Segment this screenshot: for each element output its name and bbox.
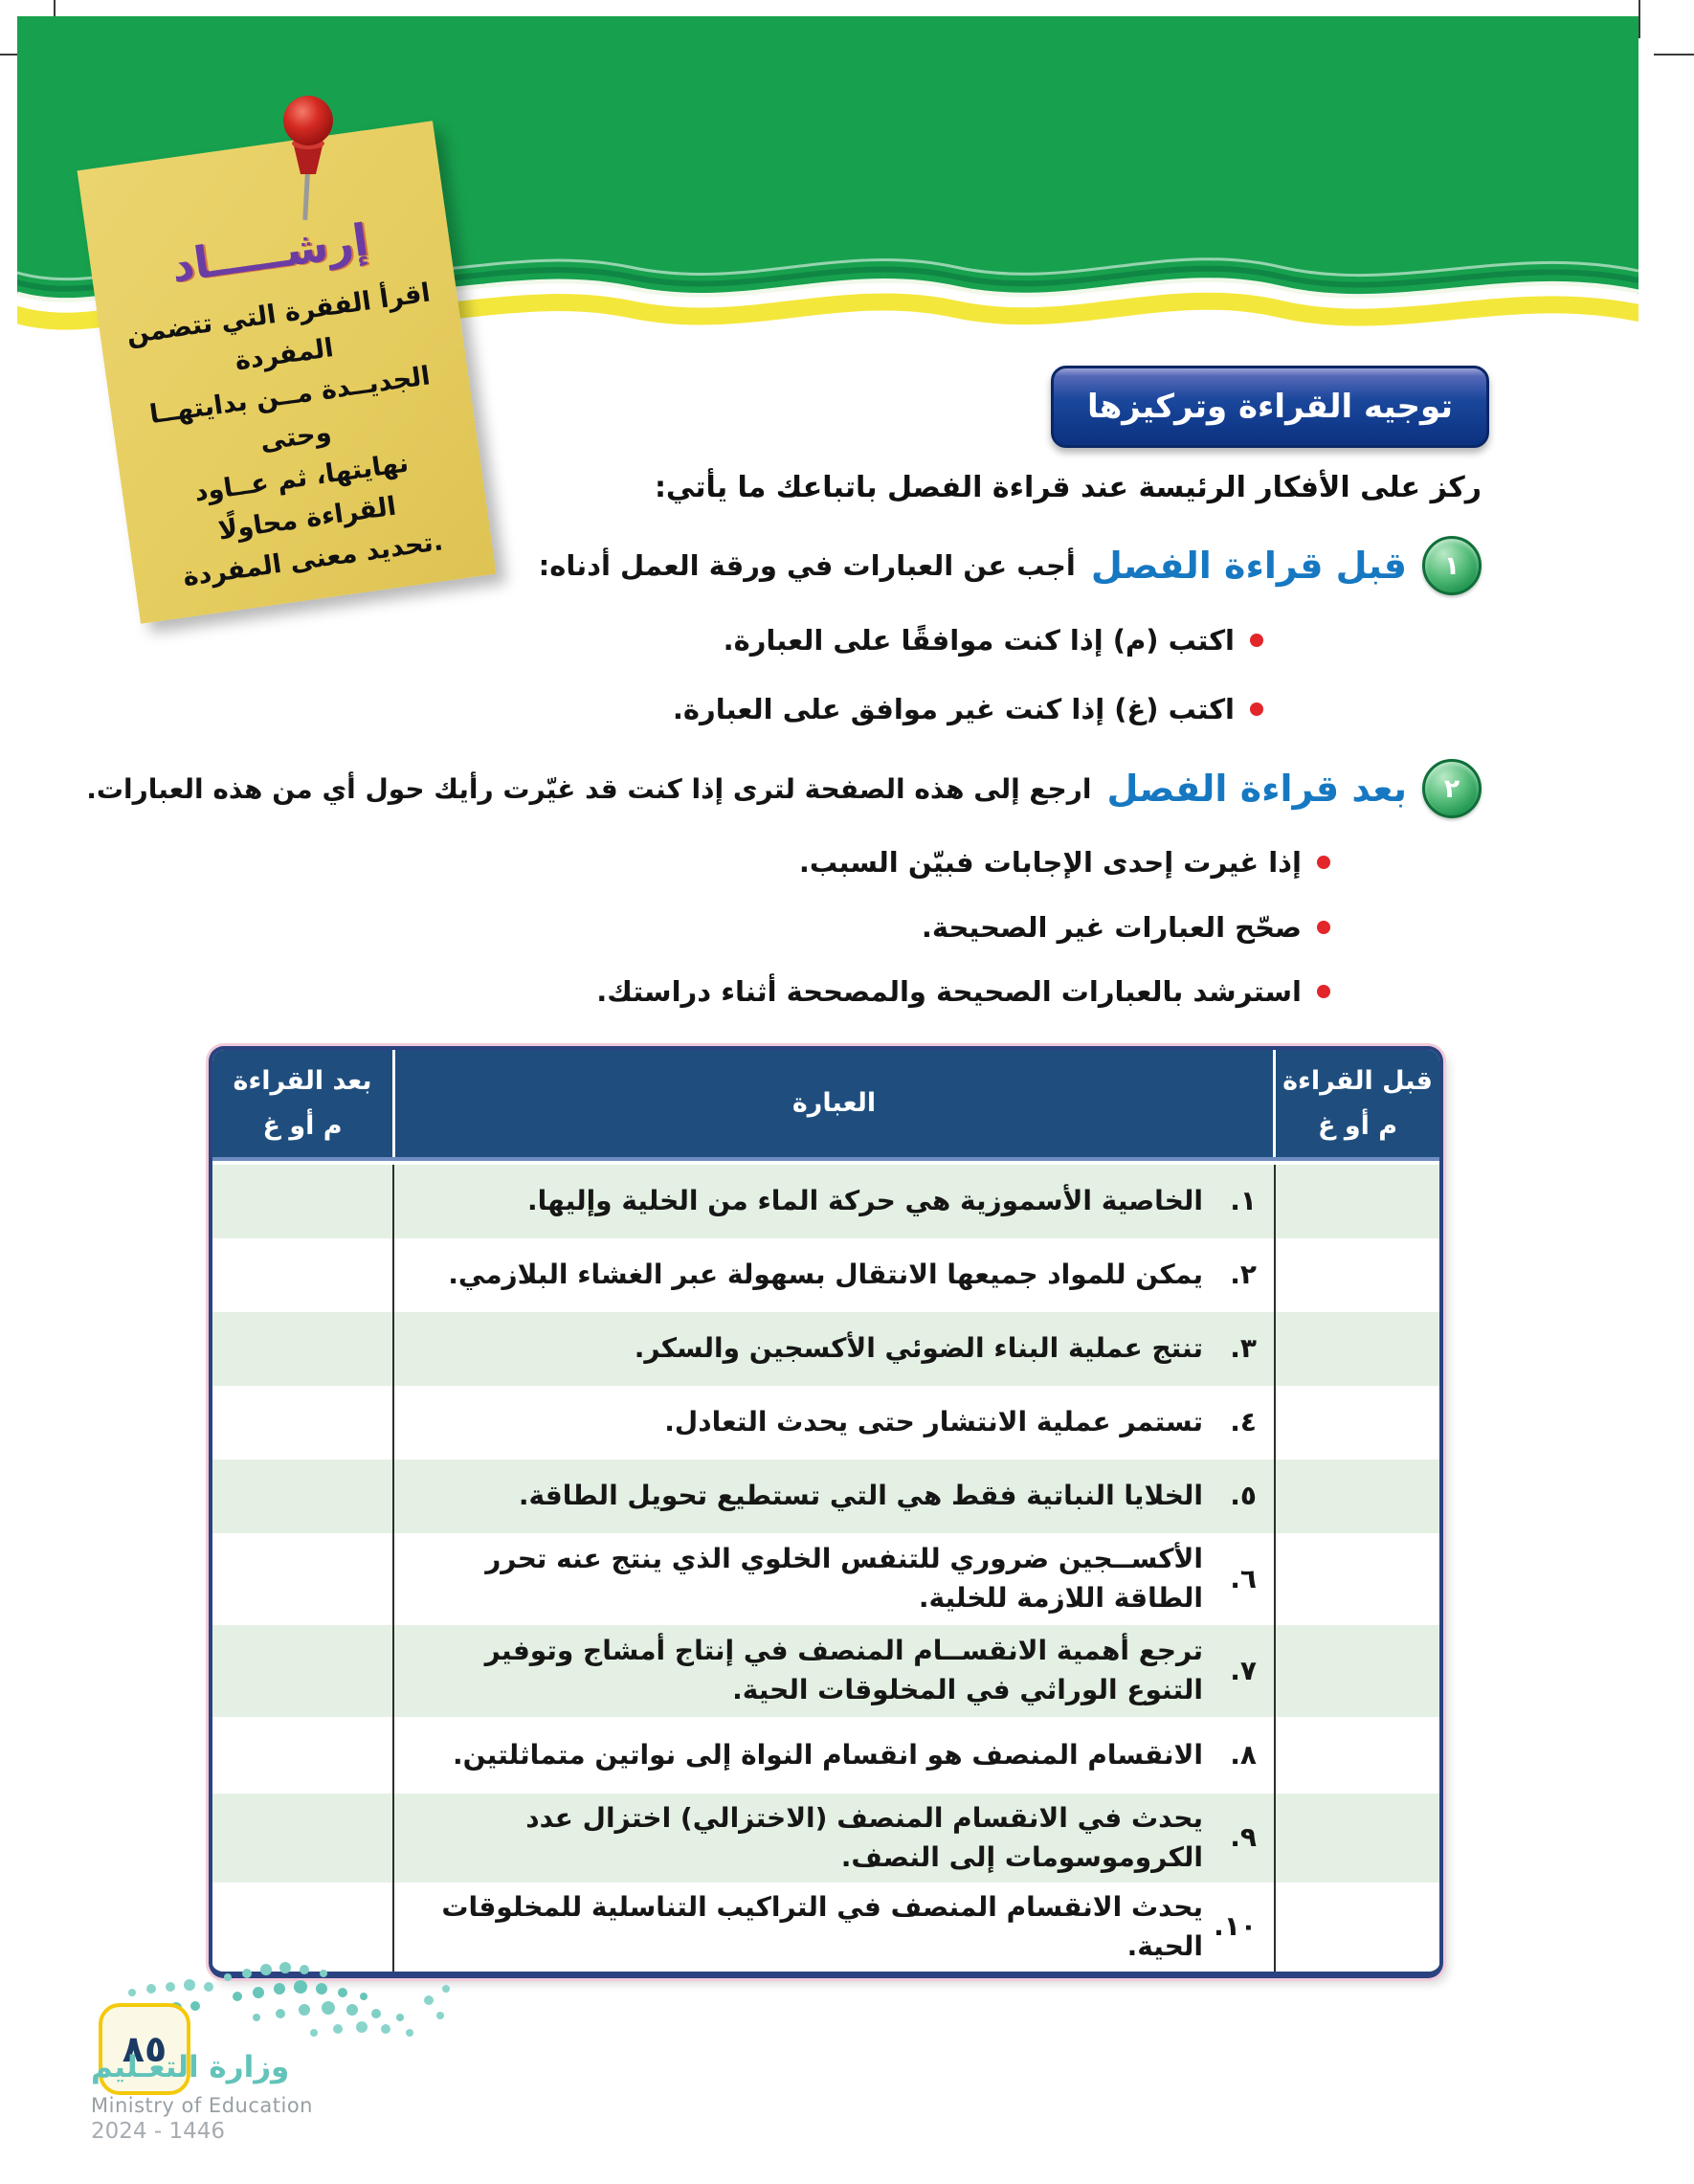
statement-text: ترجع أهمية الانقســام المنصف في إنتاج أم… [484,1635,1203,1705]
statement-text: الخلايا النباتية فقط هي التي تستطيع تحوي… [518,1480,1203,1512]
page-number: ٨٥ [122,2028,167,2070]
after-answer-cell[interactable] [212,1625,392,1717]
ministry-years: 2024 - 1446 [91,2119,225,2144]
step-number-badge: ١ [1422,536,1482,595]
statement-number: ٩. [1230,1821,1257,1854]
before-answer-cell[interactable] [1276,1460,1439,1533]
statement-number: ٥. [1230,1480,1257,1512]
crop-mark-top-right-h [1654,54,1694,56]
column-header-after-reading: بعد القراءة م أو غ [212,1050,392,1157]
statements-table: قبل القراءة م أو غ العبارة بعد القراءة م… [209,1046,1443,1979]
table-body: ١. الخاصية الأسموزية هي حركة الماء من الخ… [212,1161,1439,1972]
statement-number: ١٠. [1214,1910,1257,1943]
after-answer-cell[interactable] [212,1386,392,1460]
statement-text: يحدث في الانقسام المنصف (الاختزالي) اختز… [525,1802,1203,1873]
before-answer-cell[interactable] [1276,1386,1439,1460]
statement-number: ٦. [1230,1562,1257,1594]
table-header-row: قبل القراءة م أو غ العبارة بعد القراءة م… [212,1050,1439,1161]
table-row: ٥. الخلايا النباتية فقط هي التي تستطيع تح… [212,1460,1439,1533]
after-answer-cell[interactable] [212,1460,392,1533]
section-title: قبل قراءة الفصل [1090,545,1407,587]
ministry-wordmark-arabic: وزارة التعـليم [91,2050,290,2084]
section-lead: أجب عن العبارات في ورقة العمل أدناه: [538,549,1076,582]
statement-number: ٢. [1230,1259,1257,1291]
list-item: اكتب (غ) إذا كنت غير موافق على العبارة. [673,693,1263,725]
pushpin-icon [283,96,333,221]
bullet-icon [1250,634,1263,647]
after-answer-cell[interactable] [212,1717,392,1794]
after-answer-cell[interactable] [212,1165,392,1238]
before-answer-cell[interactable] [1276,1794,1439,1883]
before-answer-cell[interactable] [1276,1238,1439,1312]
section-badge-label: توجيه القراءة وتركيزها [1086,388,1454,426]
before-answer-cell[interactable] [1276,1165,1439,1238]
before-answer-cell[interactable] [1276,1717,1439,1794]
bullet-icon [1317,985,1330,998]
bullet-text: استرشد بالعبارات الصحيحة والمصححة أثناء … [596,975,1302,1008]
statement-number: ٧. [1230,1654,1257,1686]
statement-number: ٣. [1230,1332,1257,1365]
ministry-wordmark-english: Ministry of Education [91,2094,313,2117]
bullet-icon [1317,856,1330,869]
column-header-line: العبارة [791,1088,877,1119]
after-answer-cell[interactable] [212,1794,392,1883]
statement-text: الأكســجين ضروري للتنفس الخلوي الذي ينتج… [485,1543,1203,1614]
before-answer-cell[interactable] [1276,1883,1439,1972]
table-row: ١٠. يحدث الانقسام المنصف في التراكيب التن… [212,1883,1439,1972]
bullet-text: إذا غيرت إحدى الإجابات فبيّن السبب. [798,846,1302,879]
table-row: ٤. تستمر عملية الانتشار حتى يحدث التعادل. [212,1386,1439,1460]
list-item: صحّح العبارات غير الصحيحة. [922,911,1330,944]
statement-text: تستمر عملية الانتشار حتى يحدث التعادل. [664,1406,1203,1438]
before-answer-cell[interactable] [1276,1312,1439,1386]
statement-text: تنتج عملية البناء الضوئي الأكسجين والسكر… [634,1332,1203,1365]
before-answer-cell[interactable] [1276,1533,1439,1625]
table-row: ١. الخاصية الأسموزية هي حركة الماء من الخ… [212,1165,1439,1238]
after-answer-cell[interactable] [212,1312,392,1386]
list-item: إذا غيرت إحدى الإجابات فبيّن السبب. [799,846,1330,879]
column-header-before-reading: قبل القراءة م أو غ [1276,1050,1439,1157]
table-row: ٩. يحدث في الانقسام المنصف (الاختزالي) اخ… [212,1794,1439,1883]
statement-number: ٤. [1230,1406,1257,1438]
step-number-badge: ٢ [1422,759,1482,818]
sticky-note-text: اقرأ الفقرة التي تتضمن المفردة الجديــدة… [98,269,493,606]
list-item: اكتب (م) إذا كنت موافقًا على العبارة. [724,624,1263,657]
before-answer-cell[interactable] [1276,1625,1439,1717]
bullet-text: اكتب (غ) إذا كنت غير موافق على العبارة. [672,693,1235,725]
column-header-line: بعد القراءة [233,1065,372,1096]
table-row: ٣. تنتج عملية البناء الضوئي الأكسجين والس… [212,1312,1439,1386]
column-header-line: م أو غ [1317,1111,1398,1141]
statement-text: يمكن للمواد جميعها الانتقال بسهولة عبر ا… [448,1259,1203,1291]
column-header-statement: العبارة [392,1050,1276,1157]
section-before-reading: ١ قبل قراءة الفصل أجب عن العبارات في ورق… [539,536,1482,595]
table-row: ٢. يمكن للمواد جميعها الانتقال بسهولة عبر… [212,1238,1439,1312]
list-item: استرشد بالعبارات الصحيحة والمصححة أثناء … [596,975,1330,1008]
intro-text: ركز على الأفكار الرئيسة عند قراءة الفصل … [654,471,1482,504]
column-header-line: م أو غ [262,1111,343,1141]
section-badge: توجيه القراءة وتركيزها [1051,366,1489,448]
bullet-icon [1317,921,1330,934]
section-lead: ارجع إلى هذه الصفحة لترى إذا كنت قد غيّر… [86,772,1092,805]
column-header-line: قبل القراءة [1282,1065,1433,1096]
after-answer-cell[interactable] [212,1238,392,1312]
crop-mark-top-right-v [1638,0,1640,38]
statement-text: يحدث الانقسام المنصف في التراكيب التناسل… [441,1891,1203,1962]
statement-text: الخاصية الأسموزية هي حركة الماء من الخلي… [527,1185,1203,1217]
table-row: ٧. ترجع أهمية الانقســام المنصف في إنتاج … [212,1625,1439,1717]
after-answer-cell[interactable] [212,1533,392,1625]
table-row: ٦. الأكســجين ضروري للتنفس الخلوي الذي ين… [212,1533,1439,1625]
bullet-text: اكتب (م) إذا كنت موافقًا على العبارة. [723,624,1235,657]
bullet-icon [1250,702,1263,716]
section-after-reading: ٢ بعد قراءة الفصل ارجع إلى هذه الصفحة لت… [86,759,1482,818]
table-row: ٨. الانقسام المنصف هو انقسام النواة إلى ن… [212,1717,1439,1794]
bullet-text: صحّح العبارات غير الصحيحة. [921,911,1302,944]
statement-text: الانقسام المنصف هو انقسام النواة إلى نوا… [452,1738,1203,1771]
statement-number: ٨. [1230,1738,1257,1771]
statement-number: ١. [1230,1185,1257,1217]
section-title: بعد قراءة الفصل [1106,768,1407,810]
page-number-badge: ٨٥ [99,2003,190,2095]
